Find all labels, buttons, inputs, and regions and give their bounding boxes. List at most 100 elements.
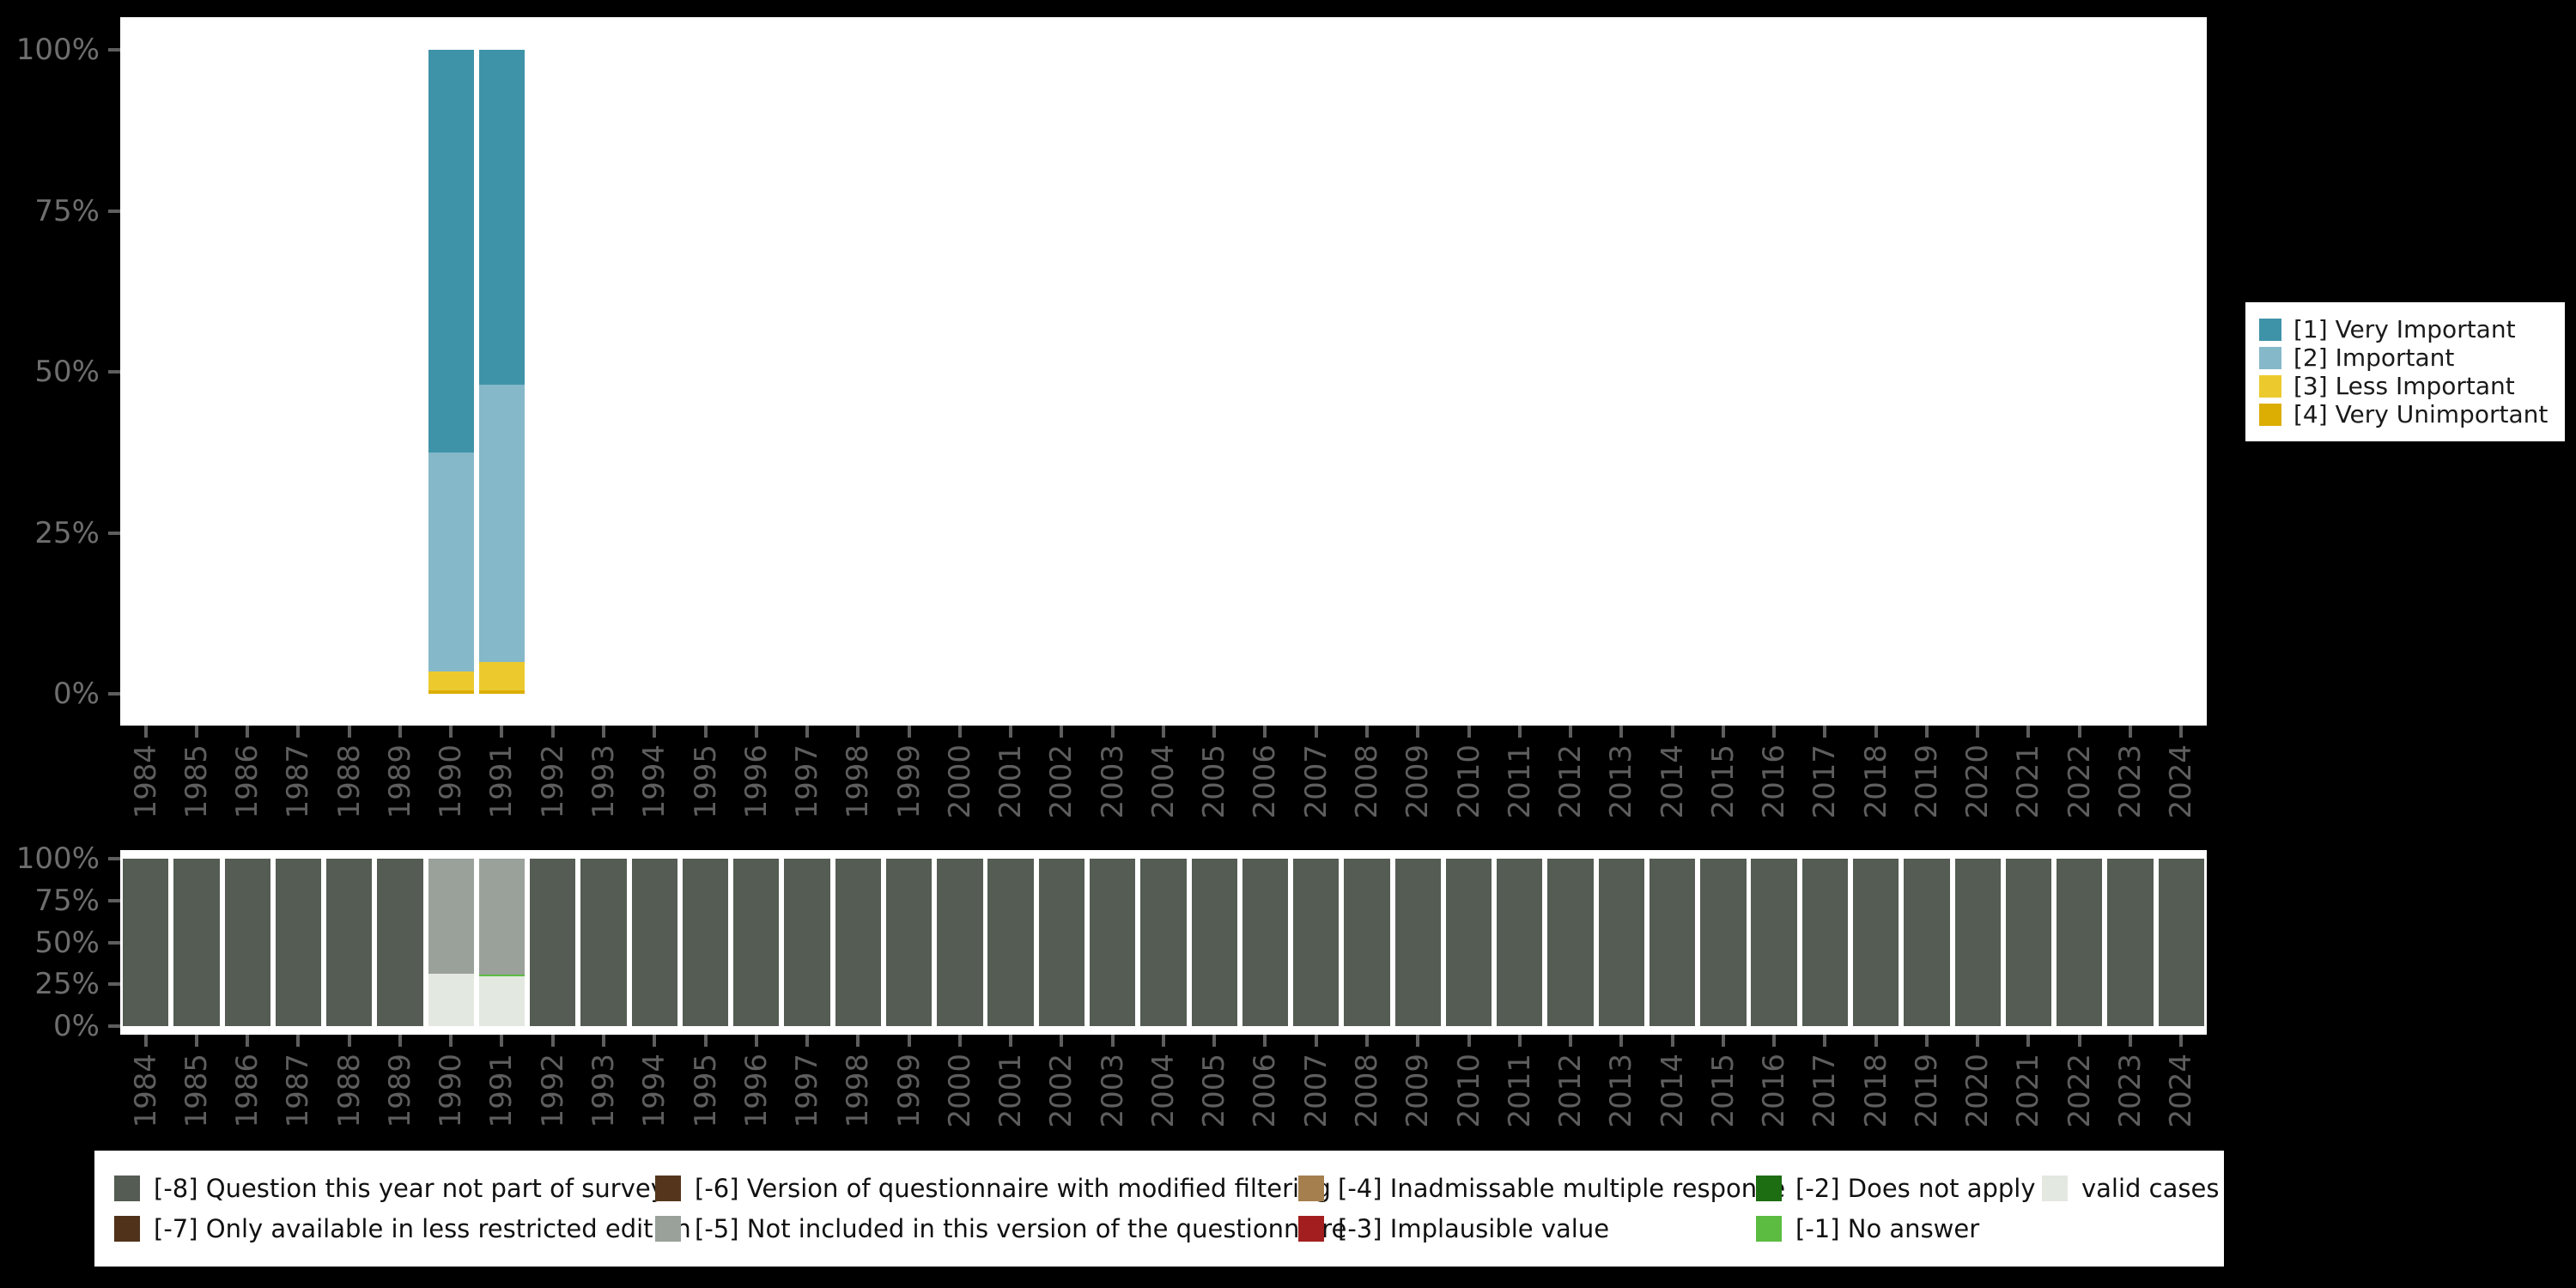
legend-item: [4] Very Unimportant <box>2259 400 2551 428</box>
x-tick-slot: 1994 <box>629 726 680 833</box>
bar-segment <box>428 859 474 974</box>
bar-slot-2024 <box>2156 859 2207 1026</box>
x-tick-mark <box>1721 1035 1725 1047</box>
bar-year-2000 <box>937 50 982 694</box>
legend-label: [-6] Version of questionnaire with modif… <box>695 1173 1331 1203</box>
bar-year-2003 <box>1090 50 1135 694</box>
legend-item: [-6] Version of questionnaire with modif… <box>655 1174 1331 1203</box>
y-tick-mark <box>108 1024 120 1028</box>
x-tick-slot: 1999 <box>884 726 934 833</box>
x-tick-mark <box>754 726 758 738</box>
x-tick-mark <box>2077 1035 2081 1047</box>
bar-slot-2006 <box>1240 50 1291 694</box>
legend-swatch <box>114 1216 140 1242</box>
x-tick-mark <box>703 726 708 738</box>
bar-year-2020 <box>1954 859 2001 1026</box>
bar-year-2024 <box>2159 50 2204 694</box>
bar-year-2015 <box>1700 859 1747 1026</box>
x-tick-slot: 2020 <box>1953 726 2003 833</box>
x-tick-mark <box>1517 1035 1522 1047</box>
bar-year-2016 <box>1751 50 1796 694</box>
bar-slot-1986 <box>222 859 273 1026</box>
x-tick-mark <box>805 1035 810 1047</box>
x-tick-label-year: 2018 <box>1858 1054 1893 1128</box>
bar-slot-2012 <box>1545 50 1595 694</box>
x-tick-slot: 2022 <box>2054 726 2105 833</box>
x-tick-slot: 1992 <box>527 1035 578 1142</box>
bar-segment <box>122 859 169 1026</box>
y-tick-mark <box>108 982 120 987</box>
bar-segment <box>428 452 474 671</box>
x-tick-slot: 2023 <box>2105 726 2155 833</box>
bar-slot-2022 <box>2054 859 2105 1026</box>
x-tick-slot: 1986 <box>222 1035 273 1142</box>
x-tick-slot: 1985 <box>171 1035 222 1142</box>
bar-year-2015 <box>1700 50 1746 694</box>
bar-year-1989 <box>377 50 422 694</box>
legend-label: [-1] No answer <box>1795 1214 1980 1244</box>
x-tick-label-year: 2010 <box>1451 744 1486 819</box>
bar-slot-1989 <box>374 859 425 1026</box>
x-tick-mark <box>602 1035 606 1047</box>
legend-item: [-4] Inadmissable multiple response <box>1298 1174 1785 1203</box>
bar-segment <box>1140 859 1187 1026</box>
bar-segment <box>1954 859 2001 1026</box>
x-tick-slot: 1996 <box>731 1035 781 1142</box>
x-tick-mark <box>1670 726 1674 738</box>
x-tick-slot: 2012 <box>1545 1035 1595 1142</box>
x-tick-slot: 1990 <box>426 1035 477 1142</box>
bar-segment <box>478 385 526 662</box>
x-tick-mark <box>194 1035 198 1047</box>
x-tick-label-year: 2001 <box>993 1054 1029 1128</box>
x-tick-slot: 1992 <box>527 726 578 833</box>
bar-year-2023 <box>2107 50 2153 694</box>
x-tick-mark <box>1314 726 1318 738</box>
bar-slot-2009 <box>1393 50 1443 694</box>
bar-year-2013 <box>1598 859 1644 1026</box>
x-tick-label-year: 2008 <box>1350 744 1384 819</box>
bar-year-2019 <box>1904 859 1950 1026</box>
bar-segment <box>580 859 627 1026</box>
bar-segment <box>682 859 729 1026</box>
x-tick-slot: 1998 <box>833 1035 884 1142</box>
bar-year-1987 <box>276 50 321 694</box>
x-tick-mark <box>1467 1035 1471 1047</box>
bar-year-2017 <box>1802 50 1848 694</box>
bar-year-2004 <box>1140 859 1187 1026</box>
x-tick-slot: 2021 <box>2003 726 2054 833</box>
x-tick-label-year: 2020 <box>1960 1054 1996 1128</box>
x-tick-label-year: 1992 <box>535 1054 570 1128</box>
x-tick-mark <box>1365 726 1369 738</box>
x-tick-label-year: 2003 <box>1095 1054 1130 1128</box>
bar-slot-2021 <box>2003 859 2054 1026</box>
bar-slot-1995 <box>680 50 731 694</box>
x-tick-label-year: 1990 <box>434 1054 469 1128</box>
bar-year-1990 <box>428 859 474 1026</box>
x-tick-slot: 2024 <box>2156 726 2207 833</box>
x-tick-slot: 2000 <box>934 1035 985 1142</box>
x-tick-slot: 2008 <box>1341 726 1392 833</box>
bar-segment <box>1242 859 1289 1026</box>
x-tick-label-year: 1994 <box>637 744 672 819</box>
bar-slot-2011 <box>1494 50 1545 694</box>
x-tick-mark <box>1823 726 1827 738</box>
bar-slot-2003 <box>1087 859 1138 1026</box>
x-tick-label-year: 1987 <box>281 1054 316 1128</box>
bar-slot-2016 <box>1749 859 1800 1026</box>
bar-year-1986 <box>224 859 270 1026</box>
x-tick-label-year: 2019 <box>1909 1054 1944 1128</box>
missing-values-legend: [-8] Question this year not part of surv… <box>94 1151 2224 1267</box>
bar-year-2010 <box>1445 859 1492 1026</box>
x-tick-label-year: 2012 <box>1553 1054 1589 1128</box>
x-tick-slot: 2009 <box>1393 1035 1443 1142</box>
x-tick-slot: 2015 <box>1698 1035 1748 1142</box>
x-tick-mark <box>1619 726 1624 738</box>
x-tick-slot: 2023 <box>2105 1035 2155 1142</box>
x-tick-slot: 1999 <box>884 1035 934 1142</box>
x-tick-slot: 2011 <box>1494 726 1545 833</box>
y-tick-mark <box>108 692 120 696</box>
x-tick-slot: 2004 <box>1138 726 1188 833</box>
x-tick-mark <box>2026 1035 2031 1047</box>
bar-slot-1987 <box>273 50 324 694</box>
x-tick-slot: 2006 <box>1240 1035 1291 1142</box>
